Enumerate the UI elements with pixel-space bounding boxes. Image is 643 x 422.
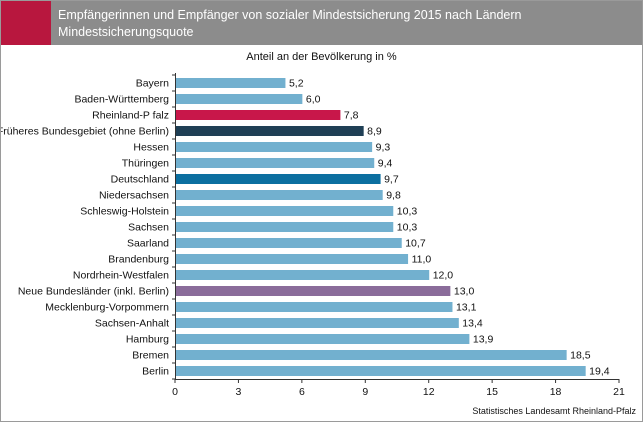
- category-label: Rheinland-P falz: [92, 110, 169, 122]
- value-label: 10,3: [397, 222, 418, 234]
- value-label: 19,4: [589, 366, 610, 378]
- x-tick-label: 9: [362, 386, 368, 398]
- unit-label: Anteil an der Bevölkerung in %: [246, 51, 397, 63]
- value-label: 9,4: [378, 158, 393, 170]
- category-label: Mecklenburg-Vorpommern: [45, 302, 169, 314]
- bar: [175, 174, 381, 184]
- bar: [175, 254, 409, 264]
- bar: [175, 334, 470, 344]
- category-label: Schleswig-Holstein: [80, 206, 169, 218]
- bar: [175, 238, 402, 248]
- bar: [175, 158, 375, 168]
- bar: [175, 350, 567, 360]
- bar: [175, 270, 430, 280]
- x-tick-label: 15: [486, 386, 498, 398]
- category-label: Bremen: [132, 350, 169, 362]
- value-label: 13,1: [456, 302, 477, 314]
- bar: [175, 78, 286, 88]
- x-tick-label: 0: [172, 386, 178, 398]
- bar: [175, 366, 586, 376]
- category-label: Brandenburg: [108, 254, 169, 266]
- bar: [175, 110, 341, 120]
- x-tick-label: 3: [236, 386, 242, 398]
- value-label: 10,7: [405, 238, 426, 250]
- value-label: 18,5: [570, 350, 591, 362]
- category-label: Saarland: [127, 238, 169, 250]
- value-label: 12,0: [433, 270, 454, 282]
- value-label: 7,8: [344, 110, 359, 122]
- x-tick-label: 6: [299, 386, 305, 398]
- value-label: 6,0: [306, 94, 321, 106]
- bar: [175, 190, 383, 200]
- value-label: 9,7: [384, 174, 399, 186]
- category-label: Bayern: [136, 78, 169, 90]
- bar: [175, 206, 394, 216]
- category-label: Berlin: [142, 366, 169, 378]
- category-label: Früheres Bundesgebiet (ohne Berlin): [1, 126, 169, 138]
- category-label: Nordrhein-Westfalen: [73, 270, 169, 282]
- category-label: Baden-Württemberg: [74, 94, 169, 106]
- value-label: 8,9: [367, 126, 382, 138]
- category-label: Deutschland: [111, 174, 170, 186]
- bar: [175, 222, 394, 232]
- title-accent-block: [1, 1, 51, 45]
- category-label: Niedersachsen: [99, 190, 169, 202]
- bar: [175, 286, 451, 296]
- bar: [175, 302, 453, 312]
- value-label: 13,0: [454, 286, 475, 298]
- bar: [175, 318, 459, 328]
- bar: [175, 142, 373, 152]
- value-label: 9,8: [386, 190, 401, 202]
- value-label: 11,0: [412, 254, 432, 266]
- category-label: Sachsen-Anhalt: [95, 318, 169, 330]
- x-tick-label: 21: [613, 386, 625, 398]
- category-label: Hamburg: [126, 334, 169, 346]
- value-label: 13,4: [462, 318, 483, 330]
- value-label: 5,2: [289, 78, 304, 90]
- category-label: Hessen: [133, 142, 169, 154]
- x-tick-label: 12: [423, 386, 435, 398]
- source-note: Statistisches Landesamt Rheinland-Pfalz: [472, 406, 636, 416]
- value-label: 10,3: [397, 206, 418, 218]
- chart-title: Empfängerinnen und Empfänger von soziale…: [58, 8, 522, 22]
- category-label: Sachsen: [128, 222, 169, 234]
- category-label: Neue Bundesländer (inkl. Berlin): [18, 286, 169, 298]
- bar: [175, 126, 364, 136]
- x-tick-label: 18: [550, 386, 562, 398]
- category-label: Thüringen: [122, 158, 169, 170]
- title-bar: Empfängerinnen und Empfänger von soziale…: [1, 1, 642, 45]
- value-label: 13,9: [473, 334, 494, 346]
- chart-subtitle: Mindestsicherungsquote: [58, 25, 194, 39]
- bar: [175, 94, 303, 104]
- value-label: 9,3: [376, 142, 391, 154]
